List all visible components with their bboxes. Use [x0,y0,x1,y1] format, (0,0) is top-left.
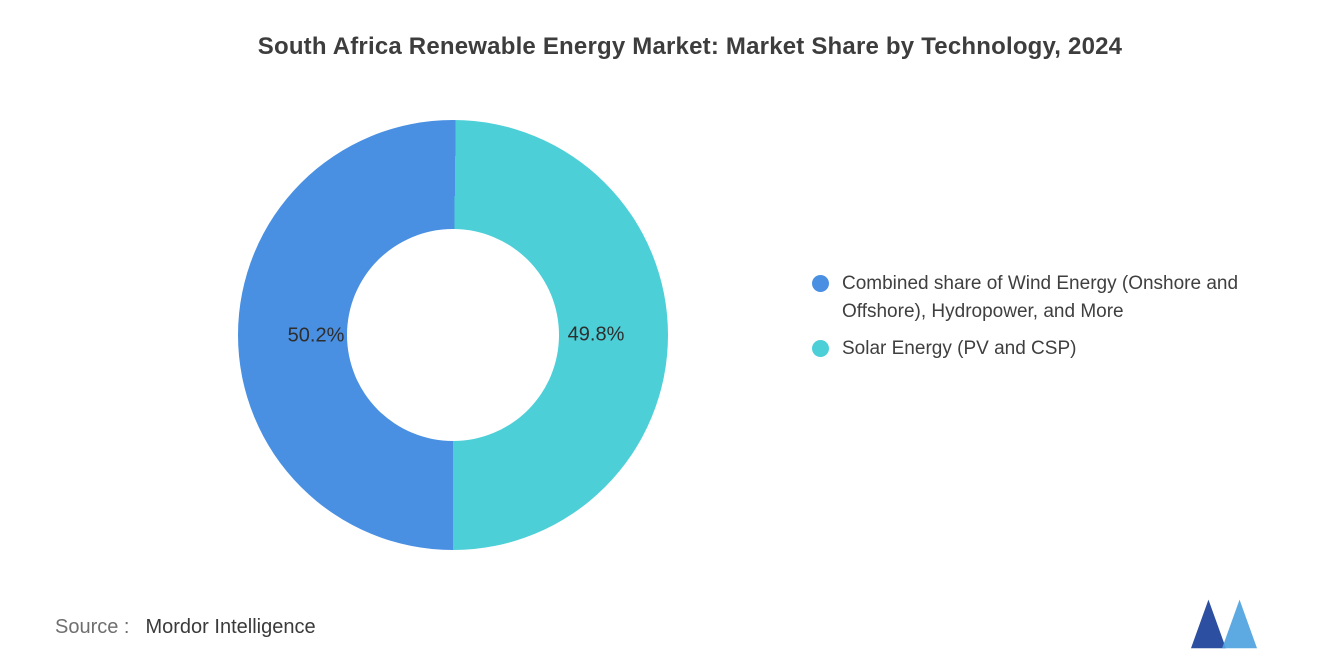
legend: Combined share of Wind Energy (Onshore a… [812,270,1287,363]
slice-label-solar: 49.8% [567,323,625,346]
source-line: Source : Mordor Intelligence [55,616,316,639]
legend-item-wind-hydro: Combined share of Wind Energy (Onshore a… [812,270,1287,326]
logo-right-peak [1222,599,1258,649]
legend-label-solar: Solar Energy (PV and CSP) [842,338,1077,359]
legend-item-solar: Solar Energy (PV and CSP) [812,335,1287,363]
legend-swatch-solar [812,340,829,357]
slice-label-wind-hydro: 50.2% [287,324,345,347]
mordor-intelligence-logo [1190,597,1258,649]
chart-title: South Africa Renewable Energy Market: Ma… [257,33,1123,60]
donut-hole [347,229,559,441]
source-value: Mordor Intelligence [145,616,316,638]
source-label: Source : [55,616,130,638]
mordor-logo-mark [1190,599,1258,649]
legend-swatch-wind-hydro [812,275,829,292]
logo-left-peak [1190,599,1226,649]
legend-label-wind-hydro: Combined share of Wind Energy (Onshore a… [842,273,1239,322]
donut-chart: 50.2% 49.8% [238,120,668,550]
